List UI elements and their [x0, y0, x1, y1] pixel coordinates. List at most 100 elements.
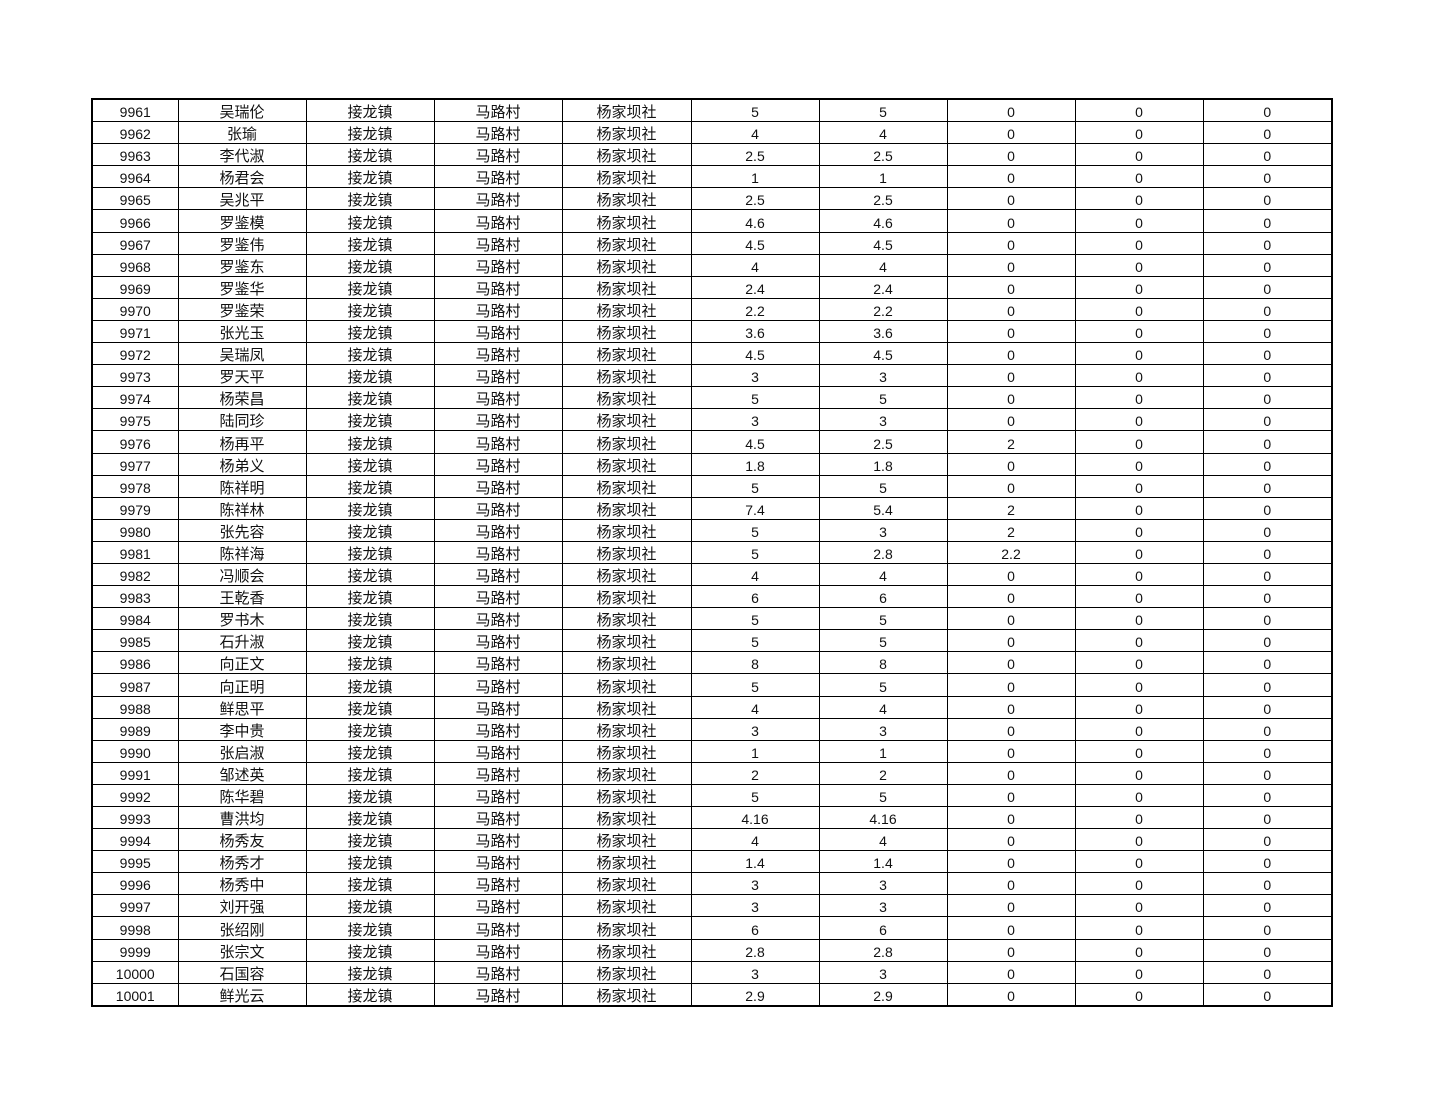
cell-village: 马路村 [433, 894, 563, 918]
cell-row-number: 10001 [91, 982, 179, 1007]
cell-value-b: 2 [946, 430, 1076, 454]
cell-value-total: 4.16 [690, 805, 820, 830]
cell-group: 杨家坝社 [561, 430, 692, 454]
cell-value-d: 0 [1202, 430, 1333, 454]
cell-row-number: 9999 [91, 938, 179, 962]
cell-name: 陈华碧 [177, 783, 307, 808]
cell-value-b: 2.2 [946, 540, 1076, 564]
cell-value-b: 0 [946, 828, 1076, 852]
cell-value-total: 7.4 [690, 496, 820, 520]
cell-value-c: 0 [1074, 629, 1204, 653]
cell-value-a: 4 [818, 253, 948, 277]
cell-value-b: 0 [946, 253, 1076, 277]
cell-town: 接龙镇 [305, 98, 435, 123]
cell-group: 杨家坝社 [561, 805, 692, 830]
table-row: 9974 杨荣昌 接龙镇 马路村 杨家坝社 5 5 0 0 0 [91, 386, 1333, 410]
cell-row-number: 9964 [91, 165, 179, 189]
cell-value-d: 0 [1202, 916, 1333, 940]
cell-value-a: 2.5 [818, 143, 948, 167]
cell-row-number: 9976 [91, 430, 179, 454]
table-row: 9998 张绍刚 接龙镇 马路村 杨家坝社 6 6 0 0 0 [91, 916, 1333, 940]
cell-value-d: 0 [1202, 319, 1333, 344]
cell-name: 刘开强 [177, 894, 307, 918]
cell-value-total: 4.5 [690, 342, 820, 366]
cell-row-number: 9991 [91, 761, 179, 785]
cell-value-a: 5 [818, 98, 948, 123]
cell-value-total: 5 [690, 386, 820, 410]
table-row: 9972 吴瑞凤 接龙镇 马路村 杨家坝社 4.5 4.5 0 0 0 [91, 342, 1333, 366]
cell-name: 罗鉴伟 [177, 231, 307, 255]
cell-value-a: 1 [818, 165, 948, 189]
cell-value-b: 0 [946, 474, 1076, 498]
cell-village: 马路村 [433, 165, 563, 189]
table-row: 9988 鲜思平 接龙镇 马路村 杨家坝社 4 4 0 0 0 [91, 695, 1333, 719]
cell-value-a: 5.4 [818, 496, 948, 520]
table-row: 9996 杨秀中 接龙镇 马路村 杨家坝社 3 3 0 0 0 [91, 872, 1333, 896]
cell-town: 接龙镇 [305, 496, 435, 520]
cell-village: 马路村 [433, 982, 563, 1007]
cell-group: 杨家坝社 [561, 165, 692, 189]
cell-name: 陈祥林 [177, 496, 307, 520]
cell-value-b: 0 [946, 938, 1076, 962]
cell-village: 马路村 [433, 585, 563, 609]
cell-value-d: 0 [1202, 828, 1333, 852]
table-row: 9990 张启淑 接龙镇 马路村 杨家坝社 1 1 0 0 0 [91, 739, 1333, 763]
cell-town: 接龙镇 [305, 143, 435, 167]
cell-value-d: 0 [1202, 496, 1333, 520]
cell-name: 罗鉴东 [177, 253, 307, 277]
cell-group: 杨家坝社 [561, 761, 692, 785]
cell-row-number: 9966 [91, 209, 179, 233]
cell-value-d: 0 [1202, 474, 1333, 498]
cell-value-a: 3 [818, 408, 948, 432]
cell-value-c: 0 [1074, 496, 1204, 520]
table-row: 9969 罗鉴华 接龙镇 马路村 杨家坝社 2.4 2.4 0 0 0 [91, 275, 1333, 299]
cell-village: 马路村 [433, 938, 563, 962]
cell-value-d: 0 [1202, 342, 1333, 366]
cell-value-a: 8 [818, 651, 948, 675]
table-row: 9970 罗鉴荣 接龙镇 马路村 杨家坝社 2.2 2.2 0 0 0 [91, 297, 1333, 321]
cell-name: 李中贵 [177, 717, 307, 741]
cell-row-number: 9984 [91, 607, 179, 631]
cell-town: 接龙镇 [305, 761, 435, 785]
cell-value-a: 4 [818, 695, 948, 719]
cell-town: 接龙镇 [305, 165, 435, 189]
cell-value-b: 0 [946, 165, 1076, 189]
cell-name: 杨秀友 [177, 828, 307, 852]
cell-value-b: 0 [946, 805, 1076, 830]
cell-value-d: 0 [1202, 739, 1333, 763]
cell-row-number: 9983 [91, 585, 179, 609]
cell-value-b: 0 [946, 562, 1076, 587]
cell-village: 马路村 [433, 98, 563, 123]
table-row: 9997 刘开强 接龙镇 马路村 杨家坝社 3 3 0 0 0 [91, 894, 1333, 918]
cell-town: 接龙镇 [305, 253, 435, 277]
cell-value-d: 0 [1202, 364, 1333, 388]
cell-name: 陆同珍 [177, 408, 307, 432]
cell-value-b: 0 [946, 717, 1076, 741]
cell-value-d: 0 [1202, 143, 1333, 167]
cell-value-a: 4 [818, 828, 948, 852]
cell-group: 杨家坝社 [561, 828, 692, 852]
cell-name: 罗书木 [177, 607, 307, 631]
cell-group: 杨家坝社 [561, 253, 692, 277]
cell-group: 杨家坝社 [561, 717, 692, 741]
cell-town: 接龙镇 [305, 364, 435, 388]
cell-value-d: 0 [1202, 982, 1333, 1007]
cell-town: 接龙镇 [305, 187, 435, 211]
cell-value-b: 0 [946, 143, 1076, 167]
cell-town: 接龙镇 [305, 386, 435, 410]
cell-village: 马路村 [433, 828, 563, 852]
cell-value-b: 0 [946, 739, 1076, 763]
table-row: 9980 张先容 接龙镇 马路村 杨家坝社 5 3 2 0 0 [91, 518, 1333, 542]
cell-row-number: 9992 [91, 783, 179, 808]
cell-value-total: 4 [690, 253, 820, 277]
cell-name: 冯顺会 [177, 562, 307, 587]
cell-group: 杨家坝社 [561, 562, 692, 587]
cell-value-a: 2.4 [818, 275, 948, 299]
cell-value-a: 5 [818, 673, 948, 697]
table-row: 9976 杨再平 接龙镇 马路村 杨家坝社 4.5 2.5 2 0 0 [91, 430, 1333, 454]
cell-name: 吴瑞凤 [177, 342, 307, 366]
cell-value-c: 0 [1074, 364, 1204, 388]
cell-value-a: 1 [818, 739, 948, 763]
cell-village: 马路村 [433, 474, 563, 498]
cell-name: 杨秀才 [177, 850, 307, 874]
